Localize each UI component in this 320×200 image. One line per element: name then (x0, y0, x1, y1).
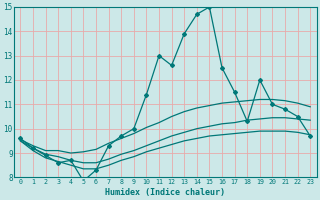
X-axis label: Humidex (Indice chaleur): Humidex (Indice chaleur) (105, 188, 225, 197)
